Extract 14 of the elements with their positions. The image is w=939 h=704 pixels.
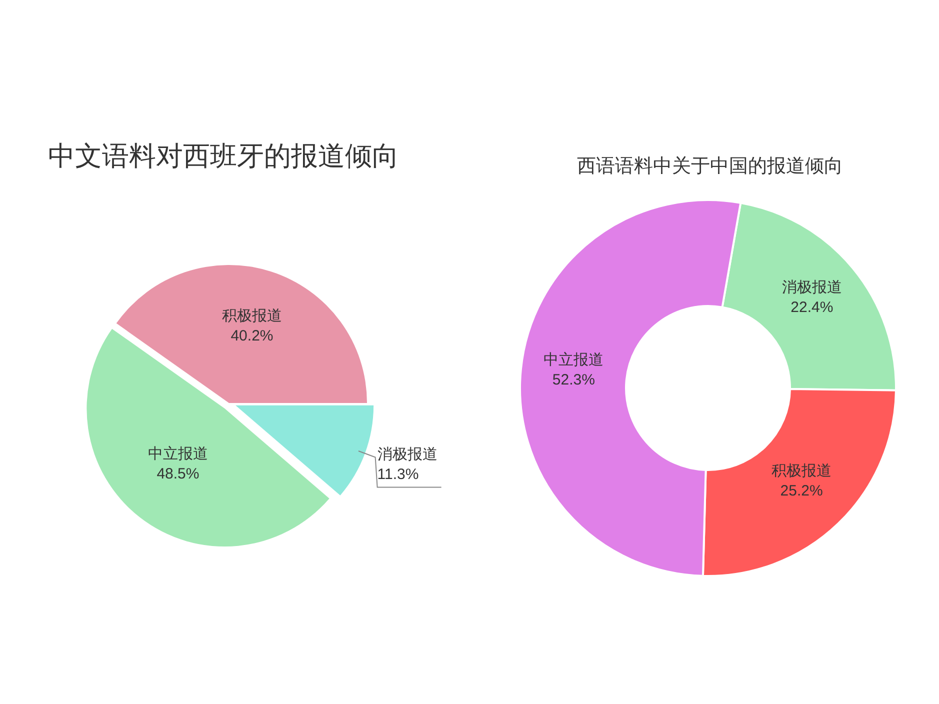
chart-title: 中文语料对西班牙的报道倾向: [48, 141, 399, 171]
data-label: 40.2%: [230, 328, 274, 345]
slice-label: 中立报道: [148, 445, 208, 462]
slice-label: 积极报道: [222, 308, 282, 325]
slice-label: 消极报道: [377, 446, 438, 464]
data-label: 11.3%: [377, 466, 419, 484]
data-label: 25.2%: [780, 482, 823, 500]
chart-title: 西语语料中关于中国的报道倾向: [577, 156, 843, 177]
slice-label: 消极报道: [782, 278, 842, 296]
slice-label: 中立报道: [544, 351, 604, 368]
data-label: 48.5%: [156, 465, 200, 482]
data-label: 22.4%: [790, 298, 834, 316]
data-label: 52.3%: [552, 371, 595, 388]
slice-label: 积极报道: [772, 462, 832, 480]
